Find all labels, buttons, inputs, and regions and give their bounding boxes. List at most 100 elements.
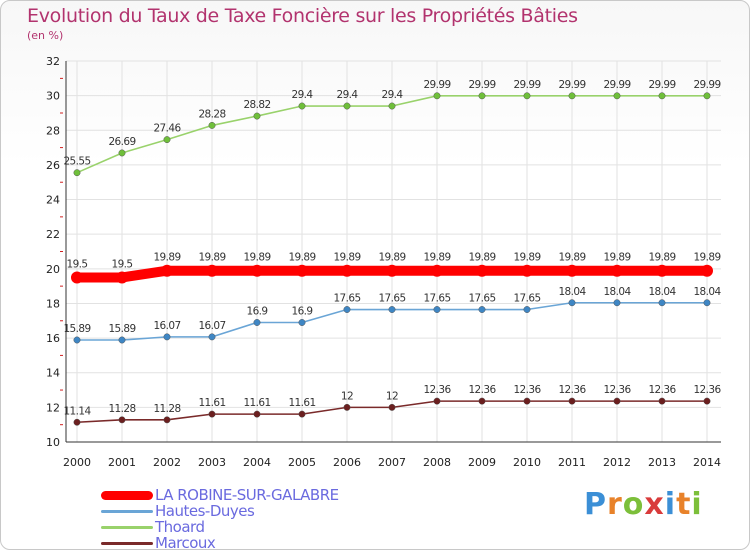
data-label: 18.04 [648, 286, 676, 298]
x-tick-label: 2007 [378, 456, 406, 469]
data-point [253, 410, 261, 418]
data-point [118, 336, 126, 344]
logo-letter: t [676, 487, 692, 522]
data-point [208, 410, 216, 418]
data-label: 17.65 [468, 293, 495, 305]
y-tick-label: 10 [46, 436, 60, 449]
data-point [701, 264, 713, 277]
legend-item: Marcoux [101, 534, 339, 550]
legend-item: LA ROBINE-SUR-GALABRE [101, 486, 339, 504]
data-point [208, 121, 216, 129]
logo-letter: o [622, 487, 645, 522]
x-tick-label: 2014 [693, 456, 721, 469]
y-tick-label: 16 [46, 332, 60, 345]
data-point [341, 264, 353, 277]
y-tick-label: 26 [46, 159, 60, 172]
data-point [433, 92, 441, 100]
data-label: 18.04 [693, 286, 721, 298]
legend-item: Thoard [101, 518, 339, 536]
data-label: 17.65 [423, 293, 450, 305]
data-point [568, 397, 576, 405]
legend-swatch [101, 525, 153, 529]
data-point [253, 112, 261, 120]
data-point [163, 416, 171, 424]
x-tick-label: 2006 [333, 456, 361, 469]
data-point [658, 397, 666, 405]
y-tick-label: 22 [46, 228, 60, 241]
x-tick-label: 2001 [108, 456, 136, 469]
legend-label: Hautes-Duyes [155, 502, 255, 520]
data-label: 27.46 [153, 123, 181, 135]
data-label: 18.04 [603, 286, 631, 298]
legend-label: LA ROBINE-SUR-GALABRE [155, 486, 339, 504]
x-tick-label: 2002 [153, 456, 181, 469]
y-tick-label: 32 [46, 55, 60, 68]
data-point [613, 92, 621, 100]
grid [66, 60, 721, 443]
data-point [478, 397, 486, 405]
data-label: 19.89 [333, 252, 360, 264]
data-point [206, 264, 218, 277]
data-point [73, 418, 81, 426]
data-point [566, 264, 578, 277]
data-label: 29.99 [603, 79, 630, 91]
data-point [118, 416, 126, 424]
data-label: 29.99 [423, 79, 450, 91]
x-tick-label: 2012 [603, 456, 631, 469]
legend-item: Hautes-Duyes [101, 502, 339, 520]
x-tick-label: 2009 [468, 456, 496, 469]
data-label: 26.69 [108, 136, 135, 148]
chart-title: Evolution du Taux de Taxe Foncière sur l… [27, 5, 578, 27]
data-point [163, 333, 171, 341]
data-label: 19.89 [378, 252, 405, 264]
legend-label: Marcoux [155, 534, 216, 550]
data-label: 15.89 [63, 323, 90, 335]
data-label: 11.61 [243, 397, 270, 409]
data-point [611, 264, 623, 277]
data-label: 12.36 [648, 384, 676, 396]
y-tick-label: 14 [46, 367, 60, 380]
data-label: 29.99 [468, 79, 495, 91]
data-point [71, 271, 83, 284]
data-label: 29.99 [558, 79, 585, 91]
legend: LA ROBINE-SUR-GALABRE Hautes-Duyes Thoar… [101, 486, 339, 550]
x-tick-label: 2003 [198, 456, 226, 469]
data-point [163, 136, 171, 144]
y-tick-label: 28 [46, 124, 60, 137]
x-tick-label: 2011 [558, 456, 586, 469]
y-axis-unit-label: (en %) [27, 29, 64, 42]
data-point [658, 299, 666, 307]
data-point [73, 169, 81, 177]
data-point [386, 264, 398, 277]
data-point [568, 92, 576, 100]
data-label: 18.04 [558, 286, 586, 298]
data-point [521, 264, 533, 277]
data-label: 25.55 [63, 156, 90, 168]
data-point [208, 333, 216, 341]
y-tick-label: 18 [46, 297, 60, 310]
data-point [703, 397, 711, 405]
data-point [298, 102, 306, 110]
data-label: 12 [386, 390, 398, 402]
data-point [613, 299, 621, 307]
data-point [343, 306, 351, 313]
data-label: 19.89 [153, 252, 180, 264]
data-label: 19.89 [288, 252, 315, 264]
data-point [523, 306, 531, 313]
data-label: 19.89 [423, 252, 450, 264]
y-tick-label: 20 [46, 263, 60, 276]
data-label: 15.89 [108, 323, 135, 335]
data-label: 11.28 [153, 403, 180, 415]
data-label: 17.65 [333, 293, 360, 305]
data-label: 29.99 [648, 79, 675, 91]
legend-label: Thoard [155, 518, 205, 536]
data-label: 12.36 [558, 384, 586, 396]
data-point [118, 149, 126, 157]
data-label: 17.65 [513, 293, 540, 305]
data-point [296, 264, 308, 277]
legend-swatch [101, 541, 153, 545]
data-point [251, 264, 263, 277]
data-label: 19.89 [693, 252, 720, 264]
